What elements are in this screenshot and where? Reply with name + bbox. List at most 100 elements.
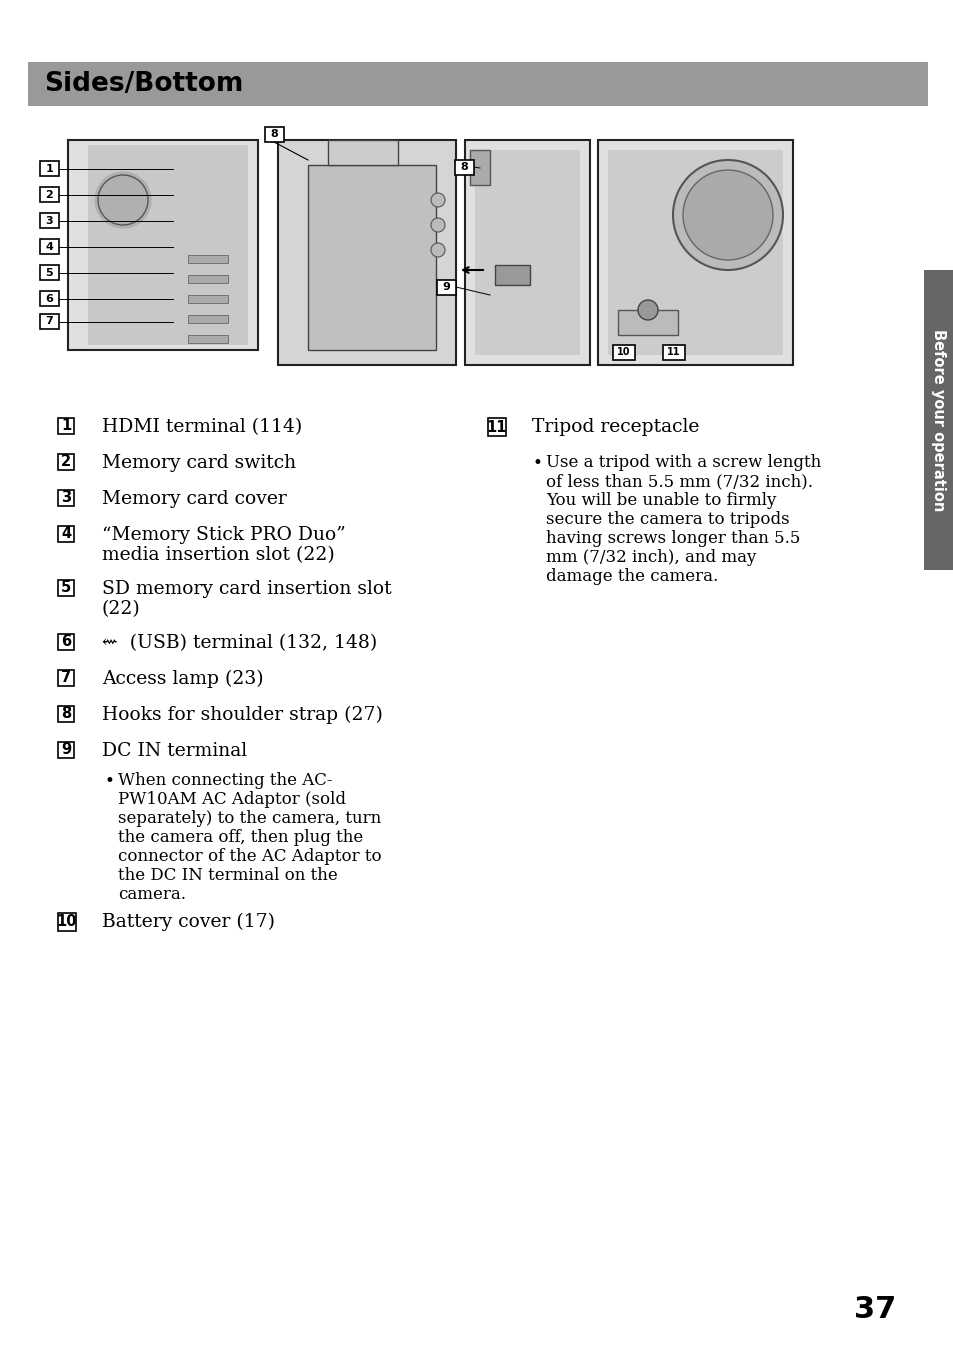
Bar — [328, 140, 397, 165]
Text: 2: 2 — [61, 455, 71, 469]
Text: the camera off, then plug the: the camera off, then plug the — [118, 829, 363, 846]
Text: 11: 11 — [486, 420, 507, 434]
Bar — [188, 256, 228, 264]
Bar — [40, 265, 59, 280]
Text: 11: 11 — [666, 347, 680, 356]
Text: 1: 1 — [61, 418, 71, 433]
Bar — [58, 418, 74, 434]
Bar — [464, 140, 589, 364]
Circle shape — [672, 160, 782, 270]
Text: 6: 6 — [46, 293, 53, 304]
Text: 2: 2 — [46, 190, 53, 199]
Bar — [618, 309, 678, 335]
Text: Battery cover (17): Battery cover (17) — [102, 913, 274, 931]
Bar — [58, 526, 74, 542]
Text: Memory card switch: Memory card switch — [102, 455, 295, 472]
Text: of less than 5.5 mm (7/32 inch).: of less than 5.5 mm (7/32 inch). — [545, 473, 812, 490]
Text: Hooks for shoulder strap (27): Hooks for shoulder strap (27) — [102, 706, 382, 724]
Bar — [455, 160, 474, 175]
Text: SD memory card insertion slot: SD memory card insertion slot — [102, 580, 392, 599]
Text: 6: 6 — [61, 635, 71, 650]
Bar — [475, 151, 579, 355]
Bar — [188, 315, 228, 323]
Bar — [188, 335, 228, 343]
Text: 5: 5 — [61, 581, 71, 596]
Bar — [88, 145, 248, 346]
Text: 8: 8 — [460, 161, 468, 172]
Text: PW10AM AC Adaptor (sold: PW10AM AC Adaptor (sold — [118, 791, 346, 808]
Text: Use a tripod with a screw length: Use a tripod with a screw length — [545, 455, 821, 471]
Circle shape — [638, 300, 658, 320]
Text: connector of the AC Adaptor to: connector of the AC Adaptor to — [118, 847, 381, 865]
Bar — [40, 239, 59, 254]
Bar — [265, 126, 284, 143]
Bar — [40, 313, 59, 330]
Bar — [598, 140, 792, 364]
Bar — [607, 151, 782, 355]
Text: 3: 3 — [61, 491, 71, 506]
Text: 5: 5 — [46, 268, 53, 277]
Text: When connecting the AC-: When connecting the AC- — [118, 772, 333, 790]
Text: You will be unable to firmly: You will be unable to firmly — [545, 492, 776, 508]
Bar — [495, 265, 530, 285]
Text: damage the camera.: damage the camera. — [545, 568, 718, 585]
Text: 37: 37 — [853, 1295, 895, 1325]
Text: mm (7/32 inch), and may: mm (7/32 inch), and may — [545, 549, 756, 566]
Bar — [613, 346, 635, 360]
Text: having screws longer than 5.5: having screws longer than 5.5 — [545, 530, 800, 547]
Text: Access lamp (23): Access lamp (23) — [102, 670, 263, 689]
Bar — [470, 151, 490, 186]
Bar — [58, 670, 74, 686]
Text: “Memory Stick PRO Duo”: “Memory Stick PRO Duo” — [102, 526, 345, 543]
Text: 4: 4 — [46, 242, 53, 252]
Circle shape — [682, 169, 772, 260]
Text: HDMI terminal (114): HDMI terminal (114) — [102, 418, 302, 436]
Bar — [40, 213, 59, 229]
Circle shape — [95, 172, 151, 229]
Text: 10: 10 — [617, 347, 630, 356]
Circle shape — [431, 243, 444, 257]
Bar — [58, 633, 74, 650]
Bar — [40, 161, 59, 176]
Text: 9: 9 — [442, 282, 450, 292]
Text: 1: 1 — [46, 164, 53, 174]
Text: 8: 8 — [61, 706, 71, 721]
Text: •: • — [105, 772, 114, 790]
Bar — [40, 187, 59, 202]
Bar — [188, 295, 228, 303]
Bar — [188, 274, 228, 282]
Bar — [488, 418, 505, 436]
Text: separately) to the camera, turn: separately) to the camera, turn — [118, 810, 381, 827]
Bar — [923, 270, 953, 570]
Text: DC IN terminal: DC IN terminal — [102, 742, 247, 760]
Text: 7: 7 — [46, 316, 53, 327]
Text: the DC IN terminal on the: the DC IN terminal on the — [118, 868, 337, 884]
Bar — [58, 455, 74, 469]
Bar — [277, 140, 456, 364]
Circle shape — [431, 218, 444, 231]
Bar — [58, 490, 74, 506]
Bar — [58, 580, 74, 596]
Text: Memory card cover: Memory card cover — [102, 490, 287, 508]
Bar — [58, 706, 74, 722]
Bar — [308, 165, 436, 350]
Bar — [40, 291, 59, 307]
Text: 3: 3 — [46, 215, 53, 226]
Bar — [662, 346, 684, 360]
Text: Before your operation: Before your operation — [930, 328, 945, 511]
Text: Sides/Bottom: Sides/Bottom — [44, 71, 243, 97]
Bar — [28, 62, 927, 106]
Bar — [68, 140, 257, 350]
Text: camera.: camera. — [118, 886, 186, 902]
Bar — [436, 280, 456, 295]
Text: Tripod receptacle: Tripod receptacle — [532, 418, 699, 436]
Text: 10: 10 — [56, 915, 77, 929]
Text: ⇜  (USB) terminal (132, 148): ⇜ (USB) terminal (132, 148) — [102, 633, 376, 652]
Text: (22): (22) — [102, 600, 141, 617]
Text: media insertion slot (22): media insertion slot (22) — [102, 546, 335, 564]
Text: 9: 9 — [61, 742, 71, 757]
Text: secure the camera to tripods: secure the camera to tripods — [545, 511, 789, 529]
Text: •: • — [533, 455, 542, 472]
Text: 4: 4 — [61, 526, 71, 542]
Circle shape — [431, 192, 444, 207]
